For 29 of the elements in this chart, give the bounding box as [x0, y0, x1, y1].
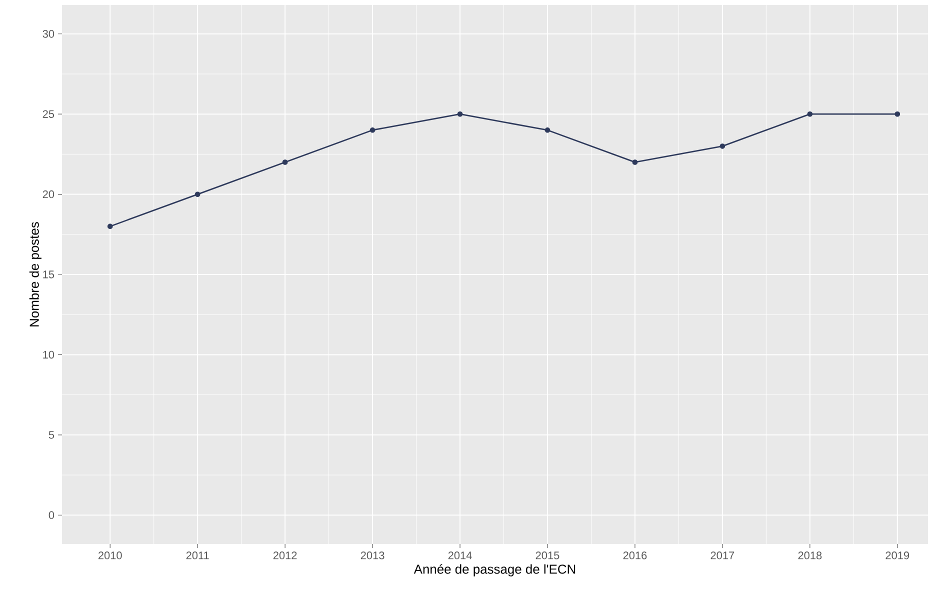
- y-tick-label: 0: [48, 511, 54, 520]
- point: [632, 160, 638, 165]
- x-tick-label: 2011: [186, 552, 209, 560]
- x-tick-label: 2018: [798, 552, 822, 560]
- point: [807, 111, 813, 117]
- point: [457, 111, 463, 117]
- point: [370, 127, 376, 133]
- x-tick-label: 2019: [886, 552, 910, 560]
- x-tick-label: 2012: [273, 552, 297, 560]
- x-tick-label: 2016: [623, 552, 647, 560]
- y-axis-title: Nombre de postes: [29, 222, 42, 326]
- y-tick-label: 10: [43, 350, 54, 359]
- x-tick-label: 2014: [448, 552, 472, 560]
- x-tick-label: 2017: [710, 552, 734, 560]
- point: [544, 127, 550, 133]
- x-axis-title: Année de passage de l'ECN: [414, 564, 576, 576]
- point: [894, 111, 900, 117]
- point: [282, 160, 288, 165]
- point: [107, 224, 113, 230]
- x-tick-label: 2015: [536, 552, 560, 560]
- y-tick-label: 5: [48, 431, 54, 439]
- y-tick-label: 30: [42, 30, 54, 38]
- x-tick-label: 2013: [360, 552, 384, 560]
- y-tick-label: 15: [43, 270, 54, 278]
- x-tick-label: 2010: [98, 552, 122, 560]
- point: [194, 192, 200, 197]
- y-tick-label: 25: [42, 110, 54, 118]
- y-tick-label: 20: [42, 190, 54, 198]
- point: [720, 143, 726, 149]
